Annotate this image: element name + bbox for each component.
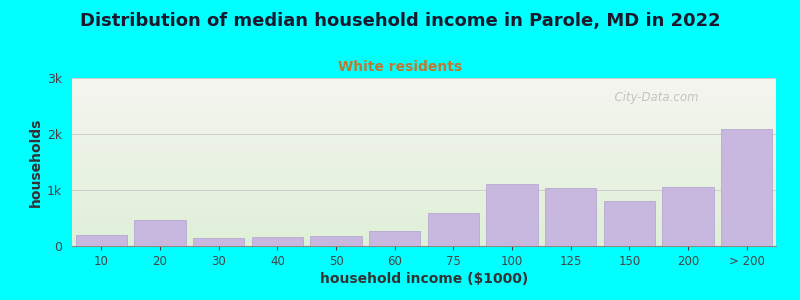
Bar: [75, 235, 127, 246]
Bar: [134, 220, 186, 246]
Bar: [545, 188, 597, 246]
Bar: [721, 129, 773, 246]
Text: Distribution of median household income in Parole, MD in 2022: Distribution of median household income …: [80, 12, 720, 30]
Bar: [662, 187, 714, 246]
Text: City-Data.com: City-Data.com: [607, 92, 698, 104]
Bar: [427, 213, 479, 246]
Text: White residents: White residents: [338, 60, 462, 74]
Bar: [310, 236, 362, 246]
Bar: [369, 231, 421, 246]
Y-axis label: households: households: [29, 117, 43, 207]
Bar: [251, 237, 303, 246]
X-axis label: household income ($1000): household income ($1000): [320, 272, 528, 286]
Bar: [486, 184, 538, 246]
Bar: [193, 238, 245, 246]
Bar: [603, 201, 655, 246]
